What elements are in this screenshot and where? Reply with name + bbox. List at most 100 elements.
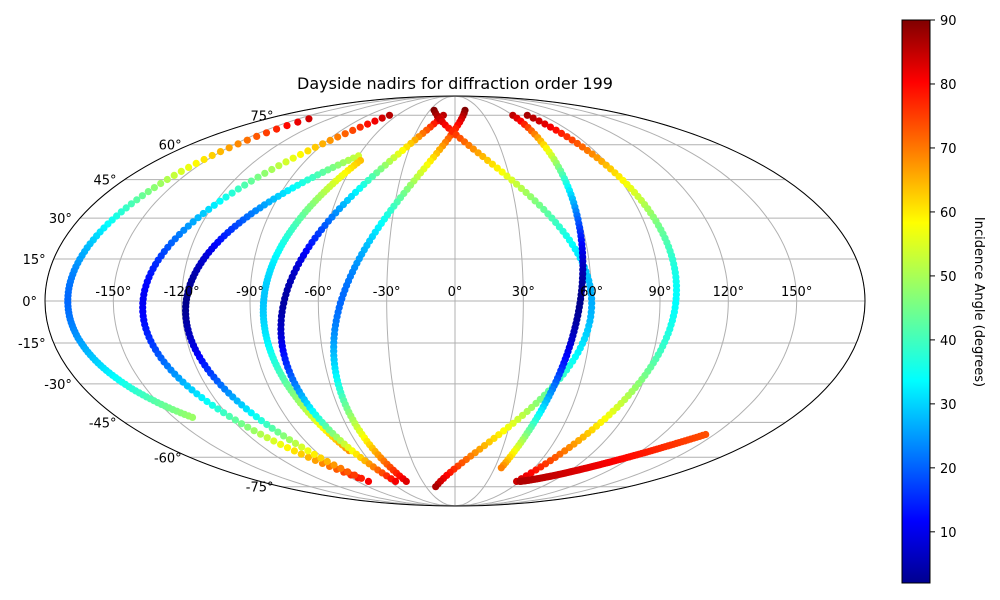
track-2-point [270, 437, 278, 445]
track-2-point [203, 397, 211, 406]
track-2-point [296, 150, 305, 159]
track-7-point [479, 152, 487, 161]
track-1-point [253, 132, 261, 140]
track-2-point [198, 394, 206, 402]
track-2-point [304, 147, 312, 155]
track-7-point [513, 180, 521, 188]
track-7-point [432, 483, 440, 491]
track-3-point [242, 405, 250, 413]
track-1-point [208, 151, 216, 160]
longitude-tick-label: -90° [236, 285, 264, 300]
track-3-point [274, 428, 282, 436]
track-3-point [364, 477, 373, 485]
track-1-point [305, 115, 313, 123]
colorbar-tick-label: 70 [940, 142, 957, 157]
track-1-point [294, 118, 302, 126]
track-9-point [557, 129, 566, 137]
track-2-point [364, 120, 372, 128]
longitude-tick-label: 30° [512, 285, 535, 300]
track-1-point [243, 136, 251, 144]
track-7-point [531, 197, 539, 205]
track-1-point [133, 196, 141, 204]
track-9-point [552, 126, 560, 134]
latitude-tick-label: 60° [159, 139, 182, 154]
colorbar-tick-label: 50 [940, 270, 957, 285]
track-3-point [344, 468, 352, 476]
colorbar-tick-label: 40 [940, 334, 957, 349]
track-7-point [527, 193, 535, 201]
track-2-point [263, 434, 271, 442]
track-3-point [280, 432, 288, 440]
track-1-point [144, 188, 152, 196]
track-2-point [244, 423, 252, 431]
track-3-point [330, 461, 338, 469]
track-1-point [192, 159, 200, 167]
track-1-point [163, 175, 171, 184]
track-3-point [304, 447, 312, 455]
longitude-tick-label: -60° [304, 285, 332, 300]
track-2-point [334, 133, 342, 141]
latitude-tick-label: -30° [44, 378, 72, 393]
track-7-point [503, 172, 511, 180]
track-3-point [350, 471, 359, 479]
track-2-point [289, 154, 297, 162]
track-6-point [402, 477, 410, 485]
track-2-point [222, 193, 230, 201]
track-5-point [391, 477, 400, 485]
latitude-tick-label: 15° [23, 253, 46, 268]
track-1-point [200, 155, 208, 164]
track-2-point [277, 440, 285, 448]
colorbar-tick-label: 90 [940, 14, 957, 29]
track-7-point [498, 168, 506, 176]
track-9-point [535, 117, 543, 125]
colorbar-tick-label: 60 [940, 206, 957, 221]
colorbar-tick-label: 10 [940, 526, 957, 541]
longitude-tick-label: 120° [713, 285, 744, 300]
track-1-point [216, 148, 225, 156]
track-2-point [250, 427, 258, 435]
colorbar-tick-label: 80 [940, 78, 957, 93]
track-2-point [247, 177, 255, 185]
track-9-point [578, 143, 587, 151]
data-tracks [64, 106, 710, 491]
latitude-tick-label: 0° [22, 295, 37, 310]
track-2-point [349, 126, 357, 134]
track-7-point [500, 427, 508, 435]
track-1-point [150, 184, 158, 192]
track-2-point [231, 416, 239, 424]
track-1-point [157, 179, 165, 188]
track-9-point [529, 114, 537, 122]
longitude-tick-label: 0° [448, 285, 463, 300]
track-3-point [310, 450, 318, 458]
track-2-point [268, 165, 276, 174]
track-2-point [188, 386, 196, 394]
colorbar-tick-label: 30 [940, 398, 957, 413]
track-3-point [257, 417, 265, 425]
longitude-tick-label: 90° [648, 285, 671, 300]
track-3-point [291, 439, 300, 447]
track-2-point [193, 390, 201, 398]
track-1-point [188, 413, 197, 421]
track-2-point [297, 450, 305, 458]
track-1-point [262, 129, 271, 137]
track-2-point [210, 201, 218, 209]
colorbar: 10 20 30 40 50 60 70 80 90 Incidence Angle (degr… [901, 14, 986, 584]
track-3-point [247, 409, 255, 417]
latitude-tick-label: -15° [18, 337, 46, 352]
track-2-point [208, 401, 216, 409]
grid-lines [44, 95, 866, 507]
track-2-point [311, 456, 319, 464]
track-2-point [241, 181, 249, 189]
track-7-point [518, 411, 527, 419]
track-1-point [117, 208, 125, 216]
track-3-point [298, 443, 306, 451]
track-2-point [326, 136, 334, 144]
track-3-point [268, 424, 276, 432]
track-1-point [234, 140, 242, 148]
track-2-point [319, 140, 327, 148]
longitude-tick-label: 150° [781, 285, 812, 300]
track-2-point [205, 205, 213, 213]
track-2-point [189, 218, 197, 226]
track-3-point [317, 454, 325, 462]
